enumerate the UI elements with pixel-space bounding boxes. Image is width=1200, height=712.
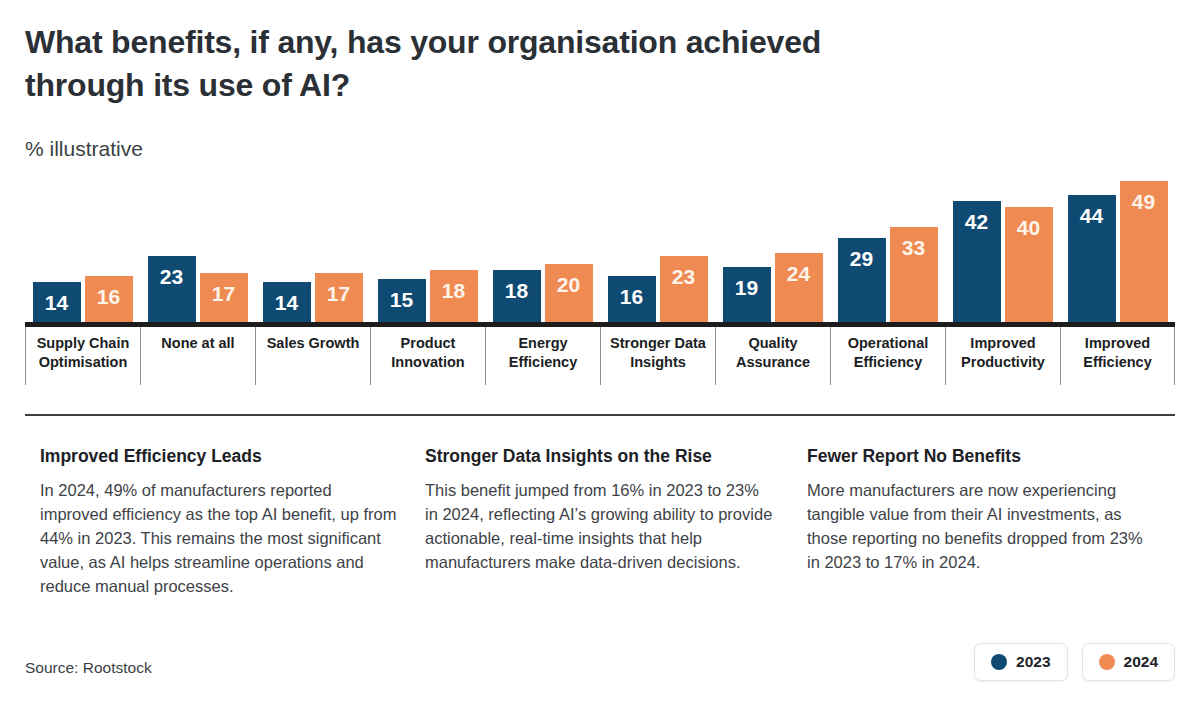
bar-2023: 42 [953,201,1001,322]
page-title: What benefits, if any, has your organisa… [25,21,821,107]
legend-label: 2024 [1124,653,1158,671]
bar-value-label: 33 [902,236,925,259]
infographic-page: What benefits, if any, has your organisa… [0,0,1200,712]
bar-2023: 29 [838,238,886,322]
bar-2023: 19 [723,267,771,322]
bar-2024: 17 [200,273,248,322]
bar-group: 42 40 [945,201,1060,322]
chart-legend: 2023 2024 [974,643,1175,681]
bar-value-label: 23 [160,265,183,288]
bar-2023: 23 [148,256,196,322]
category-label: Operational Efficiency [830,327,945,385]
bar-group: 29 33 [830,227,945,322]
bar-value-label: 24 [787,262,810,285]
category-label: Product Innovation [370,327,485,385]
bar-2024: 20 [545,264,593,322]
bar-value-label: 49 [1132,190,1155,213]
bar-group: 1623 [600,256,715,322]
bar-2023: 44 [1068,195,1116,322]
bar-2024: 16 [85,276,133,322]
legend-item-2023[interactable]: 2023 [974,643,1067,681]
category-label: Stronger Data Insights [600,327,715,385]
bar-value-label: 19 [735,276,758,299]
insight-card-data-insights: Stronger Data Insights on the Rise This … [425,446,775,574]
bar-group: 14 17 [255,273,370,322]
bar-2024: 23 [660,256,708,322]
bar-2024: 49 [1120,181,1168,322]
category-label: Improved Productivity [945,327,1060,385]
bar-value-label: 17 [212,282,235,305]
bar-2023: 14 [263,282,311,322]
bar-value-label: 42 [965,210,988,233]
bar-2024: 33 [890,227,938,322]
bar-group: 14 16 [25,276,140,322]
legend-dot [1099,654,1115,670]
bar-group: 44 49 [1060,181,1175,322]
bar-group: 23 17 [140,256,255,322]
chart-bars-row: 1416231714171518182016231924293342404449 [25,176,1175,322]
bar-value-label: 29 [850,247,873,270]
bar-value-label: 15 [390,288,413,311]
bar-chart: 1416231714171518182016231924293342404449… [25,176,1175,385]
insight-heading: Improved Efficiency Leads [40,446,400,467]
bar-value-label: 40 [1017,216,1040,239]
category-label: Sales Growth [255,327,370,385]
insight-card-no-benefits: Fewer Report No Benefits More manufactur… [807,446,1155,574]
chart-subtitle: % illustrative [25,137,143,161]
bar-value-label: 14 [275,291,298,314]
category-label: Improved Efficiency [1060,327,1175,385]
chart-category-row: Supply Chain OptimisationNone at allSale… [25,327,1175,385]
insight-heading: Stronger Data Insights on the Rise [425,446,775,467]
bar-value-label: 44 [1080,204,1103,227]
bar-2024: 17 [315,273,363,322]
bar-2023: 18 [493,270,541,322]
insight-body: In 2024, 49% of manufacturers reported i… [40,478,400,598]
legend-dot [991,654,1007,670]
bar-value-label: 16 [620,285,643,308]
bar-2023: 14 [33,282,81,322]
section-divider [25,414,1175,416]
bar-value-label: 23 [672,265,695,288]
bar-2023: 16 [608,276,656,322]
bar-value-label: 18 [442,279,465,302]
legend-item-2024[interactable]: 2024 [1082,643,1175,681]
bar-value-label: 18 [505,279,528,302]
page-title-line2: through its use of AI? [25,67,350,103]
legend-label: 2023 [1016,653,1050,671]
bar-value-label: 17 [327,282,350,305]
source-label: Source: Rootstock [25,659,152,677]
category-label: Supply Chain Optimisation [25,327,140,385]
bar-2024: 24 [775,253,823,322]
bar-group: 1820 [485,264,600,322]
bar-group: 1518 [370,270,485,322]
insight-heading: Fewer Report No Benefits [807,446,1155,467]
insight-card-improved-efficiency: Improved Efficiency Leads In 2024, 49% o… [40,446,400,598]
category-label: Energy Efficiency [485,327,600,385]
page-title-line1: What benefits, if any, has your organisa… [25,24,821,60]
bar-value-label: 16 [97,285,120,308]
bar-group: 1924 [715,253,830,322]
bar-value-label: 20 [557,273,580,296]
bar-value-label: 14 [45,291,68,314]
insight-body: More manufacturers are now experiencing … [807,478,1155,574]
category-label: Quality Assurance [715,327,830,385]
bar-2024: 18 [430,270,478,322]
insight-body: This benefit jumped from 16% in 2023 to … [425,478,775,574]
bar-2024: 40 [1005,207,1053,322]
bar-2023: 15 [378,279,426,322]
category-label: None at all [140,327,255,385]
